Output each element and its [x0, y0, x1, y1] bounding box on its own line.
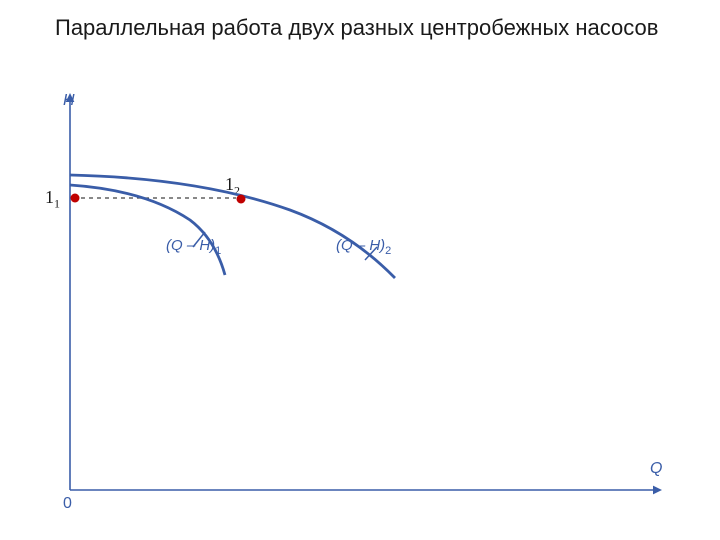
point-2 [237, 195, 246, 204]
pump-diagram-svg [0, 0, 720, 540]
y-axis-arrow [66, 93, 75, 102]
tick-qh1 [193, 232, 205, 247]
x-axis-arrow [653, 486, 662, 495]
point-1 [71, 194, 80, 203]
